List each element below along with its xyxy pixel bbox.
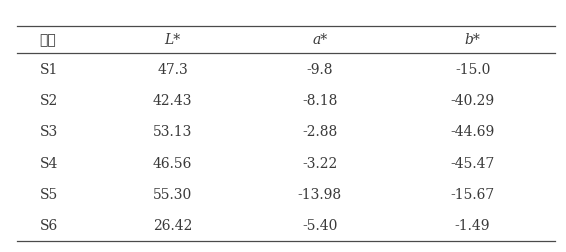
Text: 53.13: 53.13 [153, 125, 192, 139]
Text: -1.49: -1.49 [455, 218, 490, 232]
Text: -15.0: -15.0 [455, 63, 490, 77]
Text: -5.40: -5.40 [302, 218, 337, 232]
Text: -8.18: -8.18 [302, 94, 337, 108]
Text: 55.30: 55.30 [153, 187, 192, 201]
Text: S1: S1 [40, 63, 58, 77]
Text: a*: a* [312, 33, 327, 47]
Text: S2: S2 [40, 94, 58, 108]
Text: -40.29: -40.29 [451, 94, 495, 108]
Text: S3: S3 [40, 125, 58, 139]
Text: 42.43: 42.43 [153, 94, 192, 108]
Text: 26.42: 26.42 [153, 218, 192, 232]
Text: -13.98: -13.98 [298, 187, 342, 201]
Text: -15.67: -15.67 [451, 187, 495, 201]
Text: 样品: 样品 [40, 33, 57, 47]
Text: S6: S6 [40, 218, 58, 232]
Text: -44.69: -44.69 [451, 125, 495, 139]
Text: b*: b* [465, 33, 481, 47]
Text: -2.88: -2.88 [302, 125, 337, 139]
Text: -9.8: -9.8 [307, 63, 333, 77]
Text: L*: L* [165, 33, 181, 47]
Text: -45.47: -45.47 [451, 156, 495, 170]
Text: 47.3: 47.3 [157, 63, 188, 77]
Text: S4: S4 [40, 156, 58, 170]
Text: 46.56: 46.56 [153, 156, 192, 170]
Text: S5: S5 [40, 187, 58, 201]
Text: -3.22: -3.22 [302, 156, 337, 170]
